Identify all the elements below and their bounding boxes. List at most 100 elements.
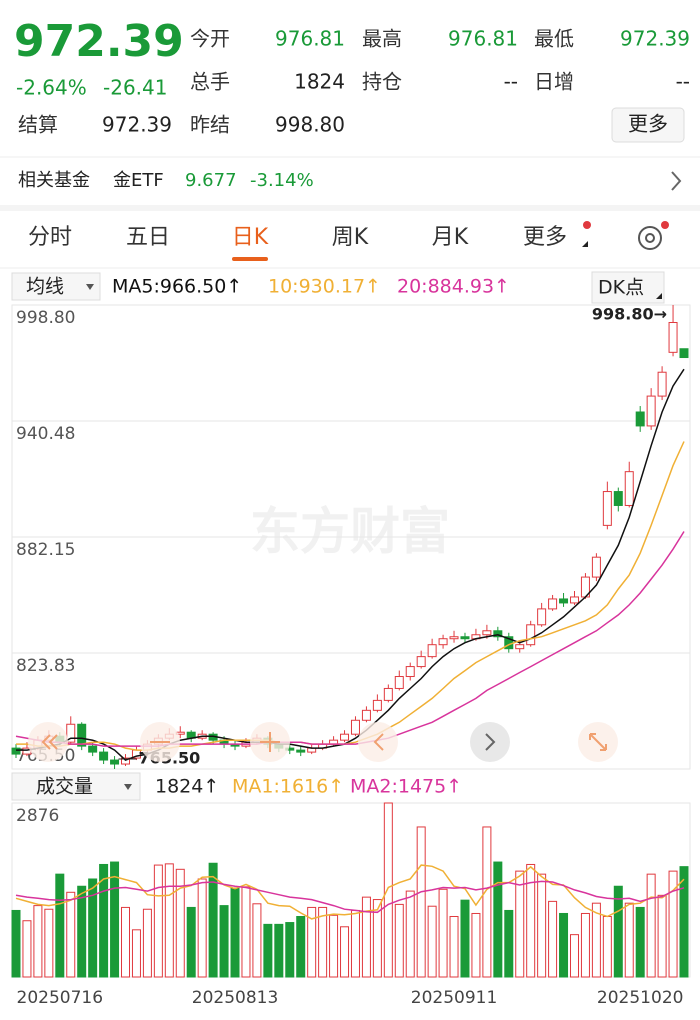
fund-change[interactable]: -3.14% [250,170,314,191]
candle-body [350,719,360,735]
candle-body [405,666,415,678]
volume-bar [164,863,174,978]
dropdown-arrow[interactable] [124,784,132,790]
x-tick-label: 20251020 [597,988,684,1008]
tab[interactable]: 分时 [28,225,72,250]
candle-body [361,709,371,721]
volume-bar [197,878,207,978]
volume-select[interactable] [11,772,141,801]
chart-controls [28,722,618,762]
volume-plot: 2876 [11,802,690,978]
volume-bar [252,903,262,978]
field-label: 持仓 [362,70,402,94]
candle-body [449,636,459,640]
legend-entry: 1824↑ [155,776,219,798]
more-button[interactable] [611,107,685,143]
volume-bar [88,878,98,978]
scroll-left[interactable] [358,722,398,762]
volume-bar [526,863,536,978]
volume-bar [449,915,459,978]
fund-price[interactable]: 9.677 [185,170,237,191]
volume-bar [602,915,612,978]
ma-line [15,531,685,747]
tab[interactable]: 日K [232,225,269,250]
volume-bar [361,896,371,978]
indicator-select[interactable] [11,272,101,301]
candle-body [602,491,612,526]
volume-bar [537,873,547,978]
volume-bar [493,861,503,978]
volume-bar [559,912,569,978]
field-label: 日增 [534,70,574,94]
tab[interactable]: 五日 [126,225,170,250]
x-tick-label: 20250716 [17,988,104,1008]
candle-body [668,322,678,353]
icon[interactable] [260,732,280,752]
volume-bar [33,905,43,978]
volume-bar [569,934,579,978]
fund-name[interactable]: 金ETF [113,170,164,191]
candle-body [679,348,689,359]
volume-bar [394,903,404,978]
candle-body [624,471,634,506]
price-plot: 998.80940.48882.15823.83765.50998.80→765… [11,304,690,770]
legend-entry: MA5:966.50↑ [112,276,242,298]
volume-bar [350,909,360,978]
indicator-select-label[interactable]: 均线 [26,276,64,298]
chevron[interactable] [671,171,682,191]
icon[interactable] [589,733,607,751]
candle-body [110,759,120,765]
candle-body [493,630,503,638]
y-tick-label: 998.80 [16,308,75,328]
volume-bar [285,922,295,978]
badge-dot [583,221,591,229]
icon[interactable] [485,733,496,751]
volume-bar [175,868,185,978]
annotation: 998.80→ [592,305,667,324]
dropdown-arrow[interactable] [86,284,94,290]
field-value: 972.39 [620,27,690,51]
volume-bar [460,899,470,978]
candle-body [121,757,131,765]
candle-body [613,491,623,506]
tab[interactable]: 月K [432,225,469,250]
candle-body [66,723,76,743]
tab[interactable]: 更多 [523,225,567,250]
candle-body [591,556,601,578]
volume-bar [591,902,601,978]
volume-bar [274,923,284,978]
volume-bar [471,912,481,978]
candle-body [11,747,21,755]
more-button-label[interactable]: 更多 [628,112,668,136]
fund-label[interactable]: 相关基金 [18,170,90,191]
volume-bar [372,899,382,978]
icon[interactable] [41,734,58,750]
candle-body [482,630,492,636]
settings-icon[interactable] [638,226,662,250]
volume-bar [646,873,656,978]
gear-outer[interactable] [638,226,662,250]
dk-select-label[interactable]: DK点 [598,277,644,299]
volume-bar [77,885,87,978]
volume-bar [66,891,76,978]
scroll-right[interactable] [470,722,510,762]
volume-bar [613,885,623,978]
volume-bar [416,826,426,978]
tab[interactable]: 周K [332,225,369,250]
candle-body [296,749,306,753]
candle-body [559,598,569,604]
scroll-left-fast[interactable] [28,722,68,762]
candle-body [88,745,98,753]
y-tick-label: 2876 [16,806,59,826]
field-value: -- [676,70,690,94]
candle-body [569,596,579,604]
volume-select-label[interactable]: 成交量 [36,776,93,798]
dk-select[interactable] [591,271,665,304]
candle-body [383,687,393,701]
volume-bar [679,866,689,978]
volume-bar [55,873,65,978]
gear-inner[interactable] [645,233,655,243]
volume-bar [44,908,54,978]
icon[interactable] [373,733,384,751]
